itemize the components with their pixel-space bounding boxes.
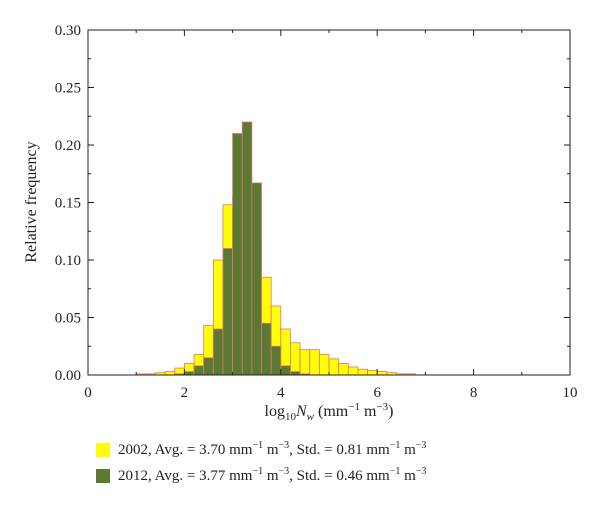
- y-tick-label: 0.25: [55, 81, 81, 97]
- plot-frame: [87, 29, 571, 376]
- bar-2012: [290, 371, 301, 376]
- x-tick-label: 6: [373, 385, 381, 401]
- legend-label-2012: 2012, Avg. = 3.77 mm−1 m−3, Std. = 0.46 …: [118, 466, 427, 485]
- bar-2012: [280, 365, 291, 376]
- bar-2002: [318, 353, 330, 376]
- bar-2002: [367, 369, 378, 376]
- bars-group: [135, 121, 417, 376]
- legend-swatch-2002: [96, 443, 110, 457]
- bar-2012: [193, 365, 205, 376]
- bar-2012: [203, 357, 214, 376]
- y-tick-label: 0.10: [55, 253, 81, 269]
- legend-label-2002: 2002, Avg. = 3.70 mm−1 m−3, Std. = 0.81 …: [118, 440, 427, 459]
- bar-2012: [270, 345, 282, 376]
- bar-2012: [232, 133, 243, 376]
- bar-2002: [309, 349, 320, 376]
- x-tick-label: 4: [277, 385, 285, 401]
- legend-entry-2002: 2002, Avg. = 3.70 mm−1 m−3, Std. = 0.81 …: [96, 440, 576, 460]
- legend-swatch-2012: [96, 469, 110, 483]
- bar-2002: [299, 349, 311, 376]
- bar-2002: [164, 371, 176, 376]
- x-tick-label: 8: [470, 385, 478, 401]
- bar-2002: [290, 342, 301, 376]
- bar-2012: [251, 182, 262, 376]
- x-tick-label: 10: [563, 385, 578, 401]
- bar-2012: [241, 121, 253, 376]
- x-tick-label: 2: [181, 385, 189, 401]
- bar-2002: [328, 358, 340, 376]
- y-tick-label: 0.05: [55, 311, 81, 327]
- bar-2002: [357, 368, 368, 376]
- bar-2012: [261, 322, 272, 376]
- histogram-chart: 0 2 4 6 8 10 0.00 0.05 0.10 0.15 0.20 0.25 0.30 Rela…: [23, 23, 578, 420]
- tick-labels: 0 2 4 6 8 10 0.00 0.05 0.10 0.15 0.20 0.25 0.30: [55, 23, 578, 401]
- y-tick-label: 0.30: [55, 23, 81, 39]
- y-tick-label: 0.15: [55, 196, 81, 212]
- bar-2012: [212, 328, 224, 376]
- x-axis-label: log10Nw (mm−1 m−3): [265, 401, 394, 420]
- y-tick-label: 0.00: [55, 368, 81, 384]
- y-tick-label: 0.20: [55, 138, 81, 154]
- bar-2012: [222, 248, 234, 376]
- bar-2002: [376, 371, 388, 376]
- legend-entry-2012: 2012, Avg. = 3.77 mm−1 m−3, Std. = 0.46 …: [96, 466, 576, 486]
- axis-ticks: [87, 29, 571, 376]
- y-axis-label: Relative frequency: [23, 141, 40, 262]
- bar-2002: [347, 366, 359, 376]
- bar-2012: [183, 371, 195, 376]
- bar-2002: [338, 363, 349, 376]
- x-tick-label: 0: [84, 385, 92, 401]
